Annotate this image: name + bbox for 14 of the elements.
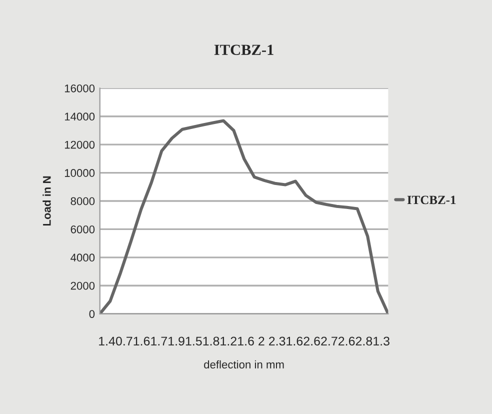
y-axis-title: Load in N (42, 176, 51, 226)
y-tick-label: 6000 (70, 225, 95, 234)
y-tick-label: 4000 (70, 254, 95, 262)
y-tick-label: 16000 (64, 84, 95, 92)
y-tick-label: 0 (89, 310, 95, 318)
y-tick-label: 12000 (64, 140, 95, 149)
x-axis-title: deflection in mm (204, 360, 284, 368)
chart-title: ITCBZ-1 (214, 44, 274, 55)
text: 1.40.71.61.71.91.51.81.21.6 2 2.31.62.62.72.62.81.3 (99, 336, 390, 346)
y-tick-label: 2000 (70, 282, 95, 290)
y-tick-label: 14000 (64, 112, 95, 121)
y-tick-label: 8000 (70, 197, 95, 206)
y-tick-label: 10000 (64, 169, 95, 177)
legend-label: ITCBZ-1 (407, 196, 456, 204)
